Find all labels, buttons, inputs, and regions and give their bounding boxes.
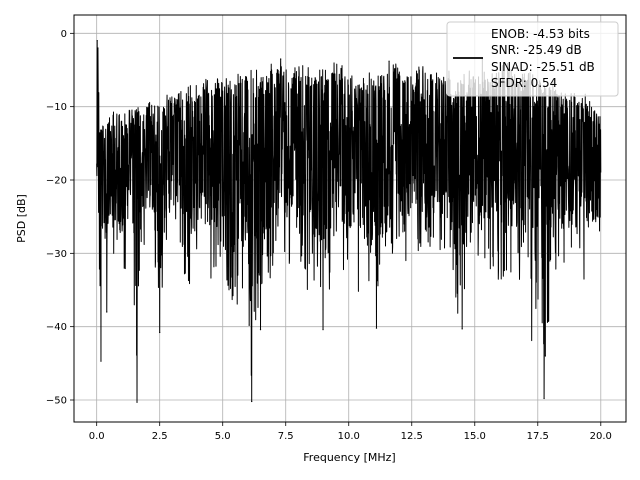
psd-peak-point bbox=[96, 40, 98, 42]
y-tick-label: −30 bbox=[46, 249, 67, 260]
x-tick-label: 10.0 bbox=[338, 431, 360, 442]
psd-peak-point bbox=[280, 58, 282, 60]
plot-frame bbox=[73, 14, 627, 423]
psd-dip-point bbox=[322, 329, 324, 331]
legend-enob: ENOB: -4.53 bits bbox=[491, 27, 590, 41]
x-axis-ticks: 0.0 2.5 5.0 7.5 10.0 12.5 15.0 17.5 20.0 bbox=[89, 422, 612, 442]
x-tick-label: 15.0 bbox=[464, 431, 486, 442]
y-axis-ticks: 0 −10 −20 −30 −40 −50 bbox=[46, 29, 74, 407]
x-tick-label: 7.5 bbox=[278, 431, 294, 442]
psd-dip-point bbox=[461, 328, 463, 330]
y-axis-label: PSD [dB] bbox=[15, 194, 28, 243]
legend-sinad: SINAD: -25.51 dB bbox=[491, 60, 595, 74]
y-tick-label: −20 bbox=[46, 176, 67, 187]
psd-dip-point bbox=[136, 401, 138, 403]
psd-peak-point bbox=[97, 47, 99, 49]
psd-peak-point bbox=[388, 60, 390, 62]
psd-dip-point bbox=[259, 329, 262, 331]
y-tick-label: −10 bbox=[46, 102, 67, 113]
x-tick-label: 20.0 bbox=[590, 431, 612, 442]
x-tick-label: 17.5 bbox=[527, 431, 549, 442]
x-tick-label: 0.0 bbox=[89, 431, 105, 442]
y-tick-label: −40 bbox=[46, 322, 67, 333]
psd-dip-point bbox=[251, 400, 253, 403]
legend-box bbox=[446, 21, 619, 97]
legend-snr: SNR: -25.49 dB bbox=[491, 43, 582, 57]
psd-dip-point bbox=[375, 327, 378, 329]
psd-dip-point bbox=[106, 311, 108, 313]
legend: ENOB: -4.53 bits SNR: -25.49 dB SINAD: -… bbox=[446, 21, 619, 97]
psd-dip-point bbox=[100, 360, 102, 362]
legend-sfdr: SFDR: 0.54 bbox=[491, 76, 557, 90]
psd-dip-point bbox=[159, 331, 161, 334]
psd-series-line bbox=[96, 40, 602, 403]
x-axis-label: Frequency [MHz] bbox=[303, 451, 395, 464]
x-tick-label: 2.5 bbox=[152, 431, 168, 442]
psd-dip-point bbox=[543, 397, 545, 400]
y-tick-label: 0 bbox=[61, 29, 67, 40]
psd-dip-point bbox=[544, 355, 546, 357]
x-tick-label: 12.5 bbox=[401, 431, 423, 442]
y-tick-label: −50 bbox=[46, 396, 67, 407]
x-tick-label: 5.0 bbox=[215, 431, 231, 442]
psd-dip-point bbox=[248, 324, 250, 326]
